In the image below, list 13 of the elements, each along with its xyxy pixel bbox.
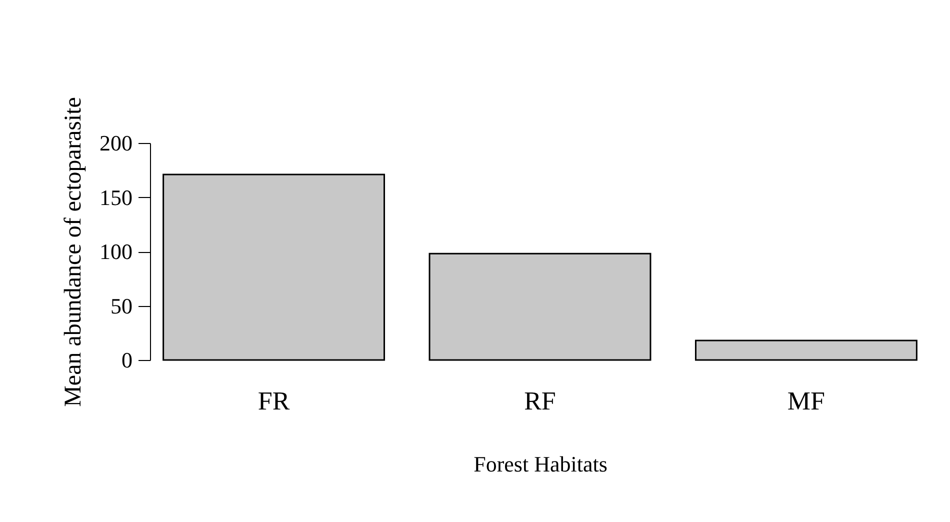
x-axis-title: Forest Habitats bbox=[474, 452, 608, 476]
y-tick-label: 100 bbox=[100, 239, 132, 264]
x-tick-label: FR bbox=[258, 386, 290, 416]
y-axis-title: Mean abundance of ectoparasite bbox=[60, 97, 86, 407]
bar bbox=[428, 252, 652, 361]
y-tick-label: 50 bbox=[110, 293, 132, 318]
bar bbox=[694, 340, 918, 361]
x-tick-label: RF bbox=[524, 386, 556, 416]
y-tick-label: 150 bbox=[100, 184, 132, 210]
bar bbox=[162, 174, 386, 361]
x-tick-label: MF bbox=[787, 386, 825, 416]
y-tick-label: 200 bbox=[100, 130, 132, 156]
y-tick-label: 0 bbox=[122, 348, 132, 372]
